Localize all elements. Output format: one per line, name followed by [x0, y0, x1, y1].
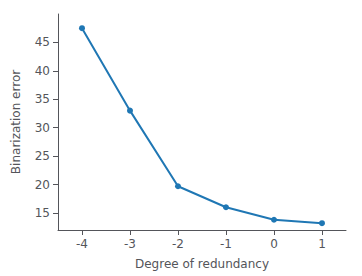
svg-text:Binarization error: Binarization error — [9, 70, 23, 174]
svg-text:-4: -4 — [76, 237, 88, 251]
svg-text:0: 0 — [270, 237, 278, 251]
svg-text:-1: -1 — [220, 237, 232, 251]
svg-text:30: 30 — [35, 121, 50, 135]
svg-text:35: 35 — [35, 92, 50, 106]
svg-text:45: 45 — [35, 35, 50, 49]
svg-text:40: 40 — [35, 64, 50, 78]
svg-text:Degree of redundancy: Degree of redundancy — [135, 257, 269, 271]
svg-text:1: 1 — [318, 237, 326, 251]
svg-text:15: 15 — [35, 206, 50, 220]
svg-text:20: 20 — [35, 178, 50, 192]
svg-text:-3: -3 — [124, 237, 136, 251]
svg-text:-2: -2 — [172, 237, 184, 251]
svg-text:25: 25 — [35, 149, 50, 163]
